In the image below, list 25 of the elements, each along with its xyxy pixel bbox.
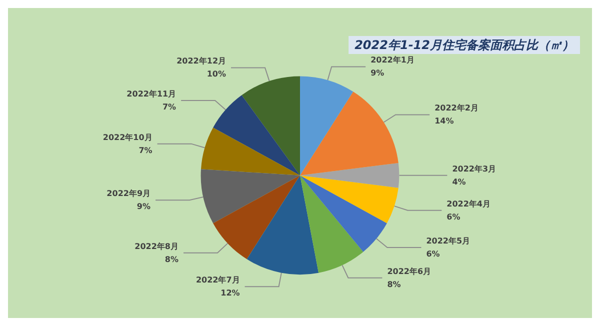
data-label: 14% — [434, 116, 454, 126]
slice-label: 2022年3月 — [452, 164, 496, 174]
chart-title: 2022年1-12月住宅备案面积占比（㎡） — [354, 38, 574, 52]
slice-label: 2022年1月 — [370, 56, 414, 65]
slice-label: 2022年12月 — [176, 56, 226, 66]
slice-label: 2022年4月 — [446, 199, 491, 208]
slice-label: 2022年11月 — [126, 90, 176, 99]
slice-label: 2022年6月 — [387, 266, 432, 276]
data-label: 10% — [206, 70, 226, 79]
data-label: 4% — [452, 177, 466, 186]
slice-label: 2022年2月 — [434, 104, 478, 113]
data-label: 8% — [387, 280, 401, 289]
data-label: 6% — [446, 212, 460, 222]
slice-label: 2022年8月 — [134, 242, 178, 251]
slice-label: 2022年9月 — [106, 189, 151, 198]
data-label: 6% — [426, 250, 440, 259]
slice-label: 2022年5月 — [426, 236, 470, 246]
data-label: 8% — [164, 254, 178, 264]
data-label: 7% — [162, 102, 176, 112]
slice-label: 2022年7月 — [196, 276, 240, 285]
data-label: 7% — [138, 146, 152, 155]
data-label: 9% — [136, 202, 151, 212]
data-label: 9% — [370, 68, 384, 78]
data-label: 12% — [220, 288, 240, 298]
slice-label: 2022年10月 — [102, 132, 152, 142]
